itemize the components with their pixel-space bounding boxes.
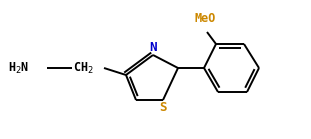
Text: H$_2$N: H$_2$N [8, 60, 29, 76]
Text: N: N [149, 41, 157, 54]
Text: S: S [159, 101, 167, 114]
Text: MeO: MeO [195, 12, 216, 25]
Text: CH$_2$: CH$_2$ [73, 60, 94, 76]
